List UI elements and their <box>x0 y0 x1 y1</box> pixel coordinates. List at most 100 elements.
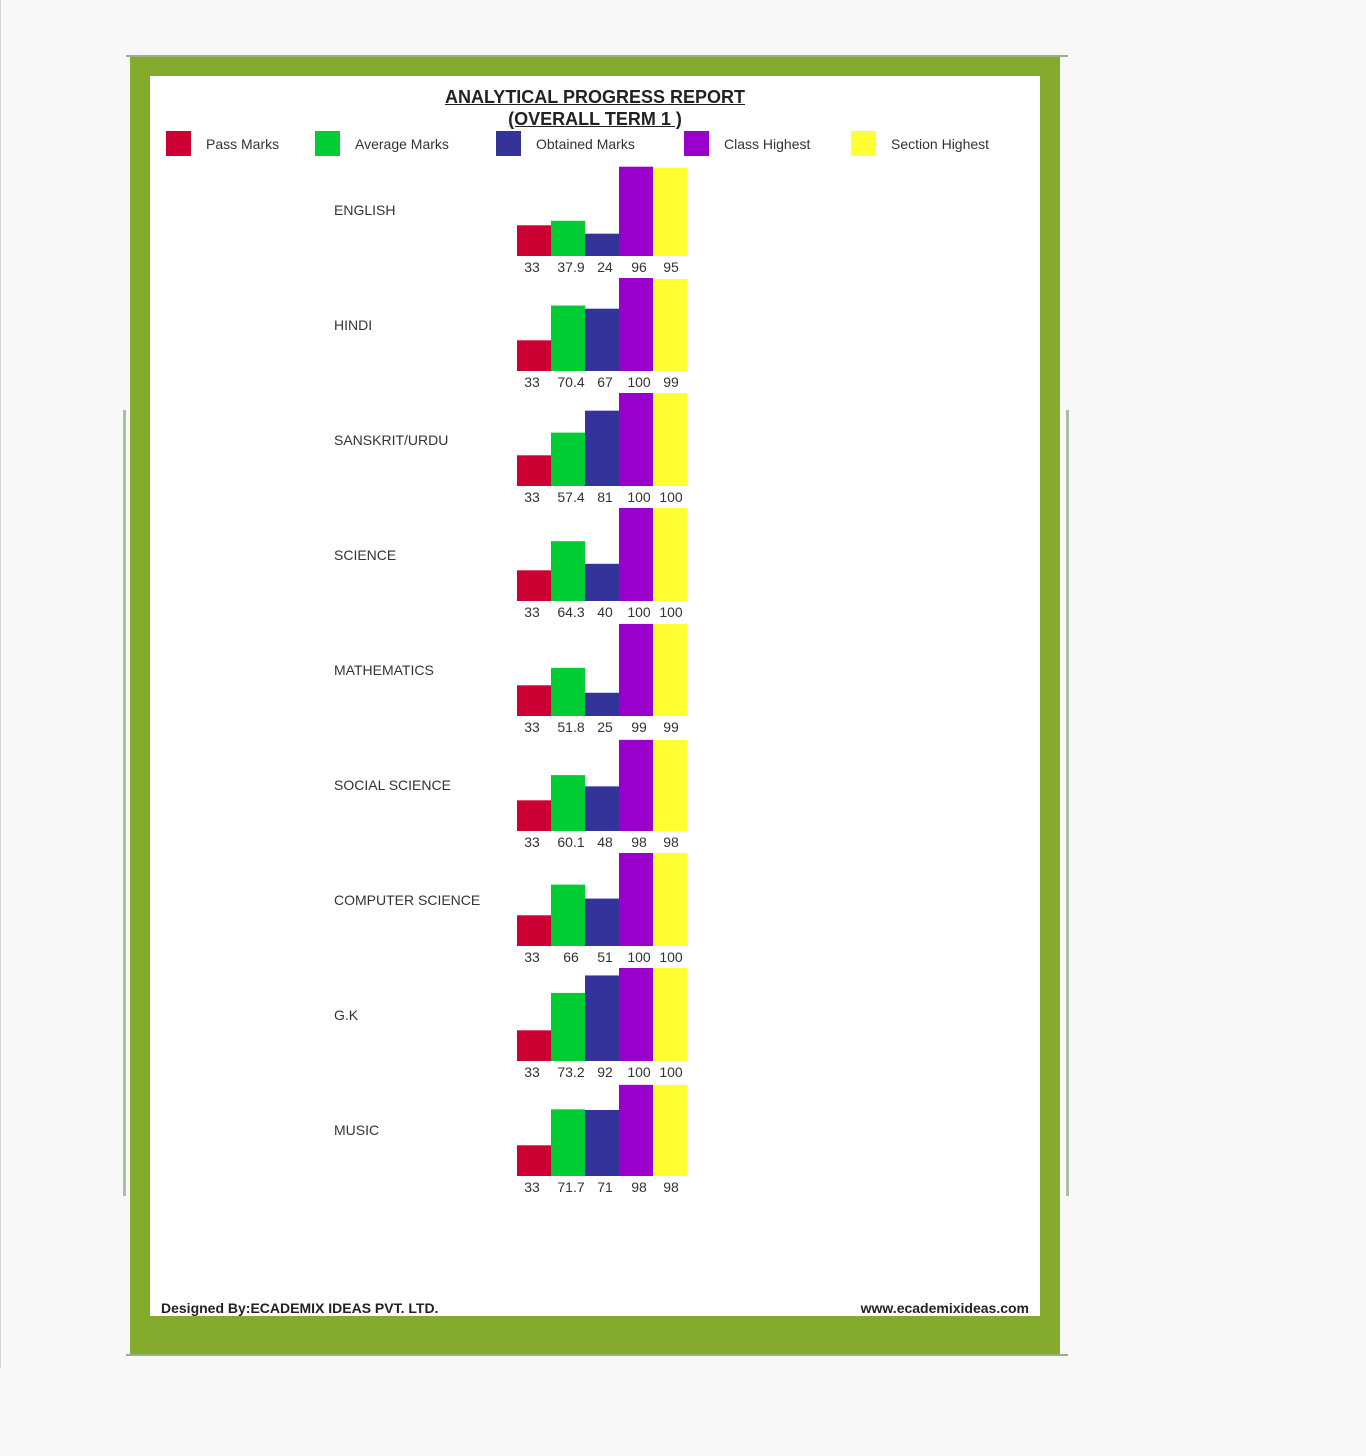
bar-value-label: 33 <box>524 489 540 505</box>
bar-value-label: 57.4 <box>557 489 584 505</box>
bar-value-label: 98 <box>663 834 679 850</box>
bar-average-marks <box>551 775 585 831</box>
bar-value-label: 98 <box>631 834 647 850</box>
bar-value-label: 70.4 <box>557 374 584 390</box>
legend-swatch-class-highest <box>684 131 709 156</box>
bar-pass-marks <box>517 800 551 831</box>
left-side-rule <box>123 410 126 1196</box>
page-edge-line <box>0 0 1 1368</box>
footer-designed-by: Designed By:ECADEMIX IDEAS PVT. LTD. <box>161 1300 439 1316</box>
legend-swatch-section-highest <box>851 131 876 156</box>
subject-label: G.K <box>334 1007 359 1023</box>
bar-value-label: 33 <box>524 374 540 390</box>
legend-label-section-highest: Section Highest <box>891 136 990 152</box>
bar-value-label: 33 <box>524 1179 540 1195</box>
bar-obtained-marks <box>585 410 619 486</box>
bar-value-label: 100 <box>659 949 683 965</box>
bar-value-label: 51 <box>597 949 613 965</box>
bar-value-label: 33 <box>524 949 540 965</box>
bar-obtained-marks <box>585 1109 619 1176</box>
bar-value-label: 98 <box>663 1179 679 1195</box>
bar-section-highest <box>653 167 687 256</box>
report-sheet: ANALYTICAL PROGRESS REPORT (OVERALL TERM… <box>150 76 1040 1316</box>
bar-section-highest <box>653 1084 687 1176</box>
legend-swatch-average-marks <box>315 131 340 156</box>
subject-label: SCIENCE <box>334 547 396 563</box>
top-rule <box>126 55 1068 57</box>
bar-value-label: 67 <box>597 374 613 390</box>
bar-value-label: 100 <box>659 1064 683 1080</box>
bar-obtained-marks <box>585 898 619 946</box>
bar-value-label: 81 <box>597 489 613 505</box>
bar-class-highest <box>619 853 653 946</box>
bar-value-label: 60.1 <box>557 834 584 850</box>
bar-class-highest <box>619 968 653 1061</box>
bar-pass-marks <box>517 340 551 371</box>
bar-average-marks <box>551 220 585 256</box>
bar-obtained-marks <box>585 975 619 1061</box>
footer-website: www.ecademixideas.com <box>860 1300 1029 1316</box>
bar-value-label: 24 <box>597 259 613 275</box>
subject-label: COMPUTER SCIENCE <box>334 892 480 908</box>
bar-pass-marks <box>517 1030 551 1061</box>
bar-value-label: 51.8 <box>557 719 584 735</box>
bar-class-highest <box>619 166 653 256</box>
legend-swatch-pass-marks <box>166 131 191 156</box>
bar-average-marks <box>551 541 585 601</box>
bar-value-label: 100 <box>659 489 683 505</box>
bottom-rule <box>126 1354 1068 1356</box>
bar-section-highest <box>653 623 687 716</box>
bar-value-label: 64.3 <box>557 604 584 620</box>
bar-class-highest <box>619 1084 653 1176</box>
bar-obtained-marks <box>585 786 619 831</box>
bar-pass-marks <box>517 455 551 486</box>
bar-pass-marks <box>517 225 551 256</box>
bar-value-label: 48 <box>597 834 613 850</box>
bar-class-highest <box>619 623 653 716</box>
legend-label-class-highest: Class Highest <box>724 136 811 152</box>
bar-class-highest <box>619 393 653 486</box>
subject-label: MATHEMATICS <box>334 662 434 678</box>
bar-value-label: 100 <box>627 489 651 505</box>
bar-average-marks <box>551 1109 585 1176</box>
bar-section-highest <box>653 508 687 601</box>
subject-label: ENGLISH <box>334 202 395 218</box>
subject-label: SANSKRIT/URDU <box>334 432 448 448</box>
legend-label-pass-marks: Pass Marks <box>206 136 280 152</box>
bar-value-label: 73.2 <box>557 1064 584 1080</box>
progress-bar-chart: ENGLISH 33 37.9 24 96 95 HINDI 33 70.4 67 100 99 SAN… <box>334 166 687 1195</box>
bar-section-highest <box>653 278 687 371</box>
subject-label: MUSIC <box>334 1122 379 1138</box>
bar-section-highest <box>653 739 687 831</box>
bar-value-label: 66 <box>563 949 579 965</box>
bar-value-label: 33 <box>524 259 540 275</box>
report-subtitle: (OVERALL TERM 1 ) <box>508 109 682 129</box>
bar-class-highest <box>619 508 653 601</box>
bar-value-label: 92 <box>597 1064 613 1080</box>
right-side-rule <box>1066 410 1069 1196</box>
legend-label-average-marks: Average Marks <box>355 136 449 152</box>
bar-value-label: 33 <box>524 719 540 735</box>
legend-label-obtained-marks: Obtained Marks <box>536 136 635 152</box>
report-title: ANALYTICAL PROGRESS REPORT <box>444 87 746 107</box>
bar-value-label: 100 <box>627 949 651 965</box>
subject-label: HINDI <box>334 317 372 333</box>
bar-value-label: 100 <box>627 604 651 620</box>
bar-obtained-marks <box>585 308 619 371</box>
bar-pass-marks <box>517 570 551 601</box>
bar-value-label: 99 <box>663 719 679 735</box>
bar-section-highest <box>653 853 687 946</box>
bar-value-label: 99 <box>631 719 647 735</box>
bar-value-label: 98 <box>631 1179 647 1195</box>
bar-pass-marks <box>517 915 551 946</box>
bar-value-label: 71 <box>597 1179 613 1195</box>
bar-obtained-marks <box>585 563 619 601</box>
bar-value-label: 100 <box>627 1064 651 1080</box>
bar-section-highest <box>653 968 687 1061</box>
bar-value-label: 100 <box>659 604 683 620</box>
bar-obtained-marks <box>585 692 619 716</box>
bar-value-label: 95 <box>663 259 679 275</box>
subject-label: SOCIAL SCIENCE <box>334 777 451 793</box>
bar-average-marks <box>551 884 585 946</box>
bar-pass-marks <box>517 685 551 716</box>
